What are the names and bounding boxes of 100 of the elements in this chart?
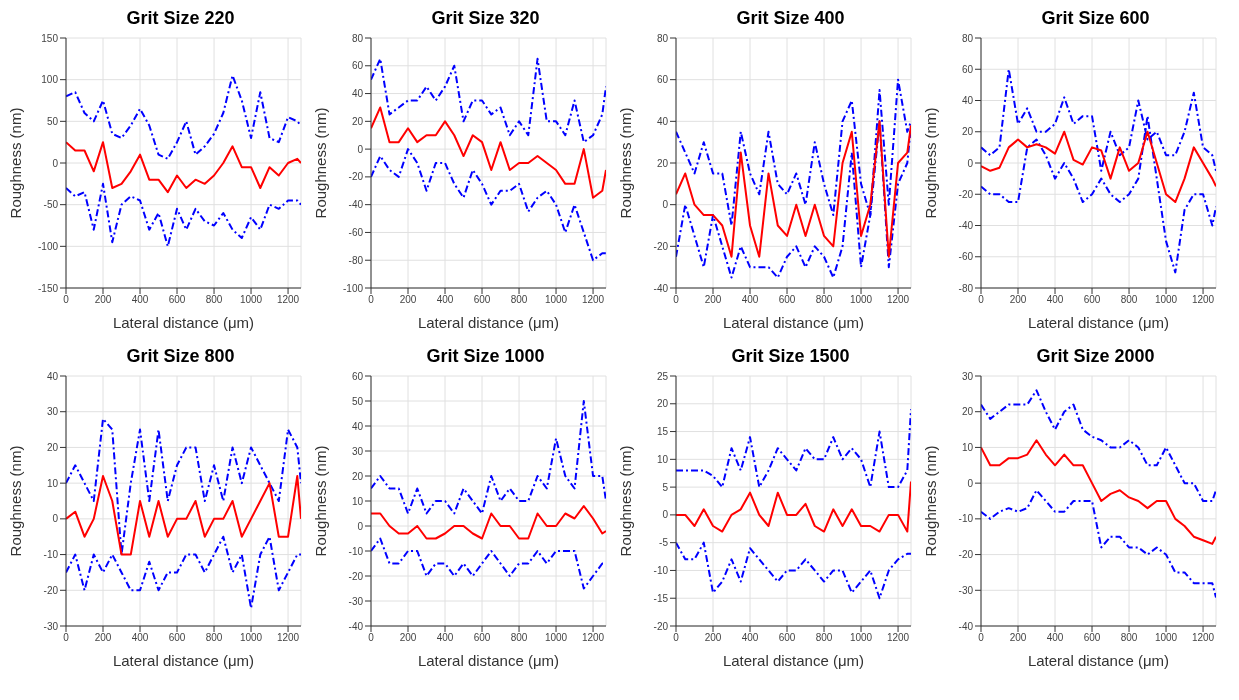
x-tick-label: 0 xyxy=(978,632,985,644)
y-tick-label: 40 xyxy=(351,88,364,100)
x-tick-label: 200 xyxy=(1009,294,1027,306)
x-tick-label: 800 xyxy=(815,294,833,306)
x-tick-label: 1200 xyxy=(276,294,300,306)
x-tick-label: 800 xyxy=(205,294,223,306)
x-tick-label: 400 xyxy=(436,632,454,644)
x-tick-label: 1200 xyxy=(1191,294,1215,306)
x-tick-label: 800 xyxy=(1120,632,1138,644)
x-tick-label: 1200 xyxy=(886,632,910,644)
x-tick-label: 1200 xyxy=(581,294,605,306)
y-tick-label: -60 xyxy=(348,226,364,238)
x-axis-title: Lateral distance (μm) xyxy=(417,314,560,331)
y-tick-label: 60 xyxy=(351,60,364,72)
y-tick-label: 30 xyxy=(46,406,59,418)
y-tick-label: 20 xyxy=(961,126,974,138)
x-tick-label: 800 xyxy=(815,632,833,644)
x-tick-label: 1000 xyxy=(1154,632,1178,644)
y-tick-label: 10 xyxy=(961,441,974,453)
y-tick-label: -150 xyxy=(37,282,59,294)
y-tick-label: 0 xyxy=(52,157,59,169)
y-tick-label: 0 xyxy=(662,509,669,521)
x-tick-label: 600 xyxy=(778,294,796,306)
y-tick-label: 60 xyxy=(351,370,364,382)
x-tick-label: 1000 xyxy=(544,294,568,306)
x-axis-title: Lateral distance (μm) xyxy=(1027,314,1170,331)
chart-title: Grit Size 2000 xyxy=(1035,346,1156,368)
x-tick-label: 1000 xyxy=(239,294,263,306)
x-tick-label: 600 xyxy=(1083,632,1101,644)
y-tick-label: -30 xyxy=(958,584,974,596)
y-tick-label: 20 xyxy=(656,398,669,410)
y-tick-label: -40 xyxy=(348,199,364,211)
x-tick-label: 600 xyxy=(1083,294,1101,306)
y-tick-label: 150 xyxy=(41,32,59,44)
y-axis-title: Roughness (nm) xyxy=(7,445,25,557)
y-tick-label: 0 xyxy=(967,477,974,489)
y-tick-label: 40 xyxy=(351,420,364,432)
y-tick-label: 80 xyxy=(351,32,364,44)
x-tick-label: 1000 xyxy=(849,632,873,644)
chart-title: Grit Size 600 xyxy=(1040,8,1151,30)
x-tick-label: 0 xyxy=(673,632,680,644)
y-tick-label: -10 xyxy=(653,564,669,576)
chart-title: Grit Size 220 xyxy=(125,8,236,30)
x-tick-label: 1200 xyxy=(276,632,300,644)
x-tick-label: 1000 xyxy=(239,632,263,644)
y-tick-label: 0 xyxy=(357,143,364,155)
y-tick-label: 0 xyxy=(52,513,59,525)
y-tick-label: -20 xyxy=(43,584,59,596)
x-tick-label: 200 xyxy=(1009,632,1027,644)
y-tick-label: 30 xyxy=(351,445,364,457)
x-axis-title: Lateral distance (μm) xyxy=(112,314,255,331)
y-tick-label: 80 xyxy=(961,32,974,44)
chart-title: Grit Size 800 xyxy=(125,346,236,368)
y-axis-title: Roughness (nm) xyxy=(922,107,940,219)
x-tick-label: 400 xyxy=(741,294,759,306)
x-tick-label: 600 xyxy=(778,632,796,644)
y-tick-label: -40 xyxy=(958,620,974,632)
y-tick-label: -100 xyxy=(37,240,59,252)
y-tick-label: -10 xyxy=(958,513,974,525)
x-axis-title: Lateral distance (μm) xyxy=(722,652,865,669)
x-axis-title: Lateral distance (μm) xyxy=(112,652,255,669)
chart-title: Grit Size 320 xyxy=(430,8,541,30)
x-tick-label: 600 xyxy=(473,294,491,306)
y-tick-label: -20 xyxy=(958,188,974,200)
x-tick-label: 400 xyxy=(1046,294,1064,306)
y-tick-label: 25 xyxy=(656,370,669,382)
x-tick-label: 1200 xyxy=(1191,632,1215,644)
y-tick-label: 40 xyxy=(656,115,669,127)
y-tick-label: -40 xyxy=(348,620,364,632)
y-tick-label: 20 xyxy=(961,406,974,418)
y-tick-label: -30 xyxy=(43,620,59,632)
y-tick-label: -20 xyxy=(348,171,364,183)
y-tick-label: 20 xyxy=(351,470,364,482)
y-tick-label: -10 xyxy=(43,549,59,561)
x-tick-label: 200 xyxy=(399,294,417,306)
x-tick-label: 200 xyxy=(94,632,112,644)
x-tick-label: 600 xyxy=(168,632,186,644)
y-tick-label: 40 xyxy=(46,370,59,382)
chart-title: Grit Size 1000 xyxy=(425,346,546,368)
y-tick-label: 30 xyxy=(961,370,974,382)
chart-title: Grit Size 1500 xyxy=(730,346,851,368)
y-tick-label: -100 xyxy=(342,282,364,294)
x-tick-label: 200 xyxy=(704,294,722,306)
x-tick-label: 800 xyxy=(205,632,223,644)
x-tick-label: 1000 xyxy=(849,294,873,306)
x-tick-label: 600 xyxy=(473,632,491,644)
x-tick-label: 600 xyxy=(168,294,186,306)
y-axis-title: Roughness (nm) xyxy=(617,107,635,219)
y-tick-label: 20 xyxy=(46,441,59,453)
x-tick-label: 400 xyxy=(131,632,149,644)
y-tick-label: 60 xyxy=(961,63,974,75)
x-tick-label: 400 xyxy=(1046,632,1064,644)
y-tick-label: 10 xyxy=(656,453,669,465)
x-tick-label: 1000 xyxy=(1154,294,1178,306)
y-tick-label: 100 xyxy=(41,74,59,86)
x-axis-title: Lateral distance (μm) xyxy=(722,314,865,331)
y-tick-label: 20 xyxy=(656,157,669,169)
x-tick-label: 200 xyxy=(94,294,112,306)
y-tick-label: -30 xyxy=(348,595,364,607)
y-tick-label: -40 xyxy=(958,220,974,232)
